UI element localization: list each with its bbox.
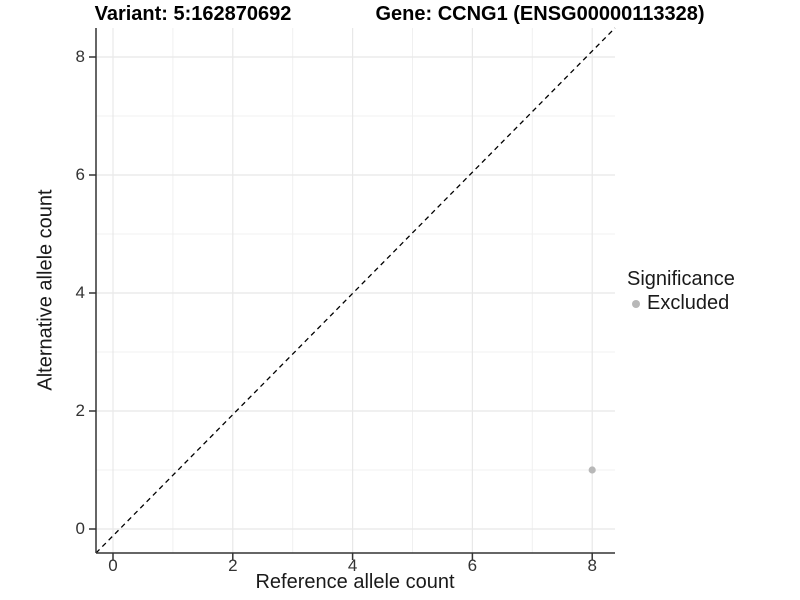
y-axis-title: Alternative allele count <box>34 189 57 391</box>
y-tick-label: 6 <box>75 165 85 184</box>
legend-item-label: Excluded <box>647 292 730 314</box>
legend-title: Significance <box>627 268 735 290</box>
data-point <box>588 466 596 474</box>
legend-point-icon <box>632 299 640 308</box>
plot-title-variant: Variant: 5:162870692 <box>94 3 292 25</box>
x-axis-title: Reference allele count <box>255 571 455 593</box>
x-tick-label: 0 <box>108 556 118 575</box>
x-tick-label: 8 <box>587 556 597 575</box>
legend-item-excluded: Excluded <box>627 292 735 315</box>
y-tick-label: 4 <box>75 283 85 302</box>
x-tick-label: 4 <box>347 556 358 575</box>
y-tick-label: 0 <box>75 519 85 538</box>
y-tick-label: 8 <box>75 47 85 66</box>
legend: Significance Excluded <box>627 268 735 315</box>
x-tick-label: 6 <box>467 556 478 575</box>
identity-dashed-line <box>95 27 616 554</box>
y-tick-label: 2 <box>75 401 85 420</box>
plot-title-gene: Gene: CCNG1 (ENSG00000113328) <box>375 3 705 25</box>
x-tick-label: 2 <box>228 556 238 575</box>
